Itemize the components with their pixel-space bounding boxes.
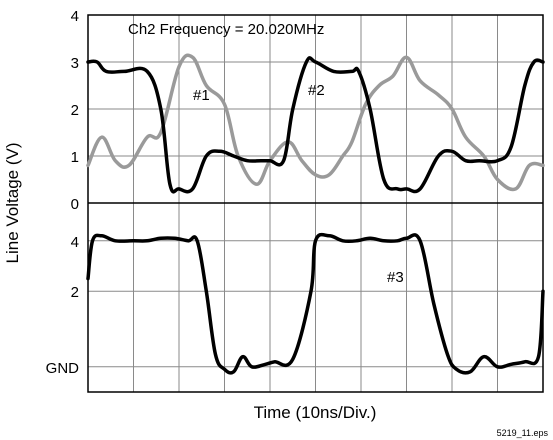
figure-id: 5219_11.eps xyxy=(497,428,549,438)
x-axis-label: Time (10ns/Div.) xyxy=(254,403,377,422)
top-panel-y-ticks: 0 1 2 3 4 xyxy=(71,8,79,213)
y-tick-label: GND xyxy=(46,360,80,377)
y-axis-label: Line Voltage (V) xyxy=(3,143,22,264)
y-tick-label: 4 xyxy=(71,8,79,25)
series-line-3 xyxy=(86,232,545,375)
y-tick-label: 0 xyxy=(71,196,79,213)
y-tick-label: 2 xyxy=(71,102,79,119)
y-tick-label: 3 xyxy=(71,55,79,72)
frequency-annotation: Ch2 Frequency = 20.020MHz xyxy=(128,21,324,38)
series-lines xyxy=(86,53,545,375)
y-tick-label: 2 xyxy=(71,284,79,301)
series-label-2: #2 xyxy=(308,82,325,99)
y-tick-label: 1 xyxy=(71,149,79,166)
series-label-1: #1 xyxy=(193,87,210,104)
series-label-3: #3 xyxy=(387,269,404,286)
bottom-panel-y-ticks: GND 2 4 xyxy=(46,234,80,377)
y-tick-label: 4 xyxy=(71,234,79,251)
series-line-2 xyxy=(86,56,545,194)
